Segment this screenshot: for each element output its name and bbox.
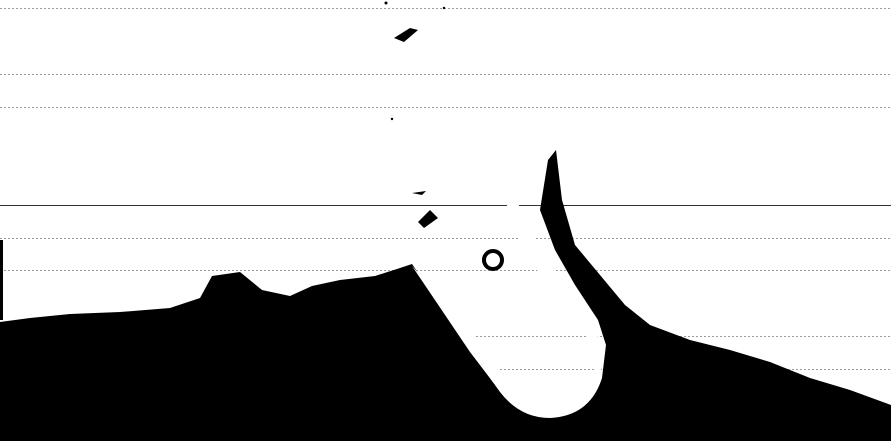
speck <box>412 191 426 195</box>
left-edge-mark <box>0 240 3 320</box>
speck <box>384 1 388 5</box>
ball <box>482 249 504 271</box>
speck <box>394 28 418 42</box>
speck <box>390 117 394 121</box>
speck <box>418 210 438 228</box>
speck <box>442 6 446 10</box>
debris-specks <box>384 1 446 228</box>
track-cutout <box>412 160 604 416</box>
terrain-silhouette <box>0 150 891 441</box>
